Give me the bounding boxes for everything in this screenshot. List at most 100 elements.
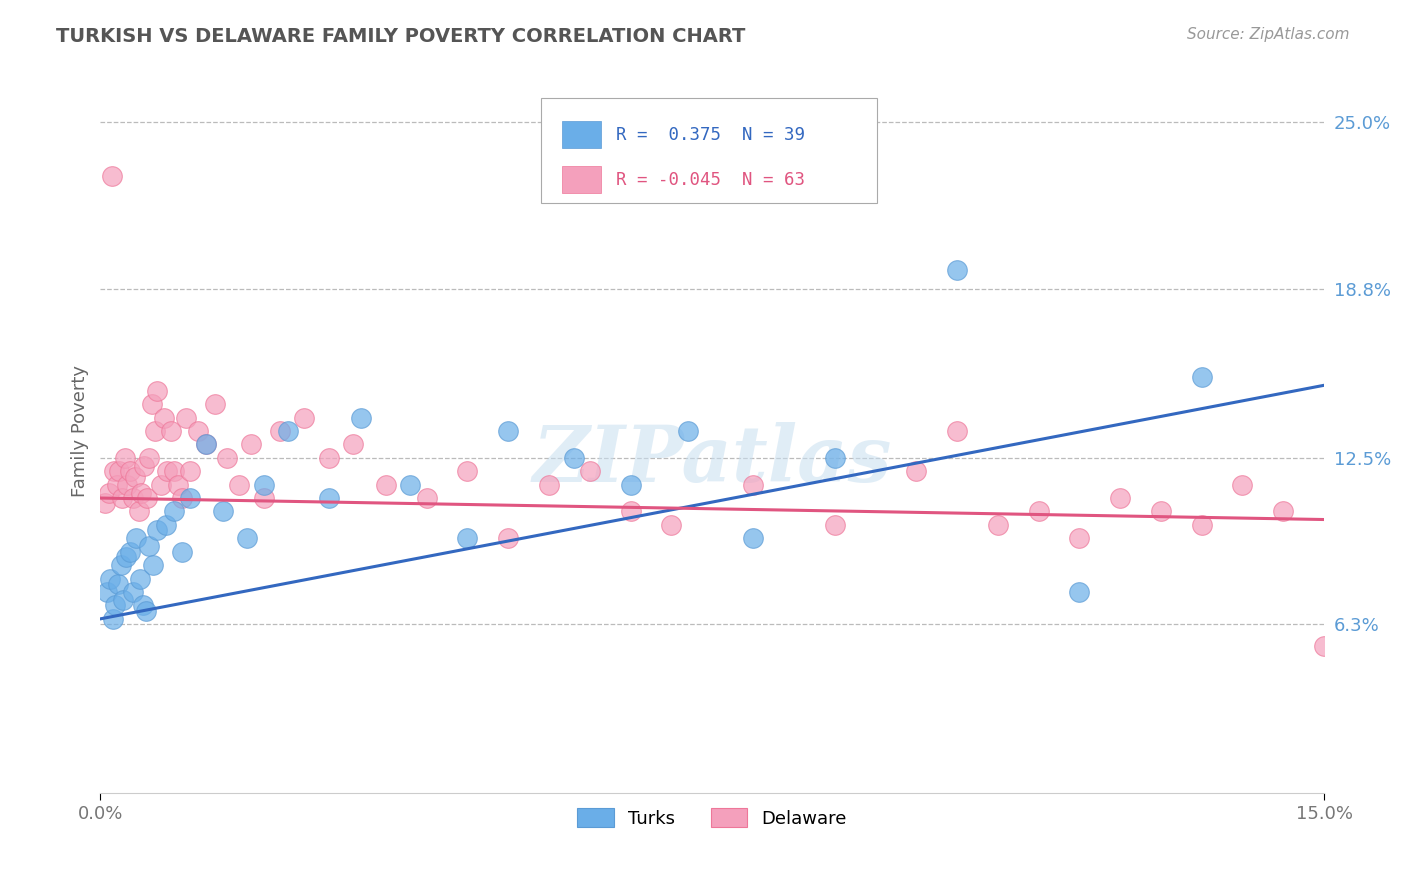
Delaware [987, 517, 1010, 532]
Delaware [1313, 639, 1336, 653]
Turks [211, 504, 233, 518]
Delaware [215, 450, 238, 465]
FancyBboxPatch shape [561, 120, 600, 148]
Delaware [117, 477, 139, 491]
Delaware [141, 397, 163, 411]
Turks [1069, 585, 1091, 599]
Turks [101, 612, 124, 626]
Delaware [456, 464, 478, 478]
FancyBboxPatch shape [541, 97, 877, 202]
Turks [1191, 370, 1213, 384]
Delaware [146, 384, 169, 398]
Delaware [579, 464, 602, 478]
Delaware [195, 437, 218, 451]
Delaware [153, 410, 176, 425]
Delaware [1069, 531, 1091, 545]
Delaware [105, 477, 128, 491]
Turks [496, 424, 519, 438]
Delaware [103, 464, 125, 478]
Delaware [187, 424, 209, 438]
Text: R = -0.045  N = 63: R = -0.045 N = 63 [616, 170, 804, 188]
Delaware [124, 469, 146, 483]
Delaware [159, 424, 181, 438]
Delaware [1028, 504, 1050, 518]
Delaware [174, 410, 197, 425]
Delaware [143, 424, 166, 438]
Delaware [156, 464, 179, 478]
Delaware [661, 517, 683, 532]
Text: TURKISH VS DELAWARE FAMILY POVERTY CORRELATION CHART: TURKISH VS DELAWARE FAMILY POVERTY CORRE… [56, 27, 745, 45]
Delaware [537, 477, 560, 491]
Delaware [179, 464, 201, 478]
Delaware [128, 504, 150, 518]
FancyBboxPatch shape [561, 166, 600, 194]
Turks [142, 558, 165, 573]
Turks [195, 437, 218, 451]
Turks [96, 585, 118, 599]
Turks [128, 572, 150, 586]
Legend: Turks, Delaware: Turks, Delaware [571, 801, 855, 835]
Turks [742, 531, 765, 545]
Delaware [135, 491, 157, 505]
Delaware [114, 450, 136, 465]
Text: Source: ZipAtlas.com: Source: ZipAtlas.com [1187, 27, 1350, 42]
Turks [946, 263, 969, 277]
Turks [456, 531, 478, 545]
Delaware [129, 485, 152, 500]
Delaware [742, 477, 765, 491]
Turks [122, 585, 145, 599]
Turks [163, 504, 186, 518]
Delaware [496, 531, 519, 545]
Delaware [132, 458, 155, 473]
Delaware [1354, 517, 1376, 532]
Turks [98, 572, 121, 586]
Delaware [118, 464, 141, 478]
Y-axis label: Family Poverty: Family Poverty [72, 365, 89, 497]
Turks [824, 450, 846, 465]
Turks [107, 577, 129, 591]
Delaware [1232, 477, 1254, 491]
Delaware [110, 491, 132, 505]
Delaware [905, 464, 928, 478]
Turks [112, 593, 135, 607]
Turks [252, 477, 274, 491]
Turks [318, 491, 340, 505]
Turks [110, 558, 132, 573]
Delaware [122, 491, 145, 505]
Text: R =  0.375  N = 39: R = 0.375 N = 39 [616, 126, 804, 144]
Turks [562, 450, 585, 465]
Delaware [620, 504, 643, 518]
Delaware [94, 496, 117, 510]
Turks [125, 531, 148, 545]
Delaware [1109, 491, 1132, 505]
Turks [115, 550, 138, 565]
Delaware [100, 169, 122, 183]
Delaware [204, 397, 226, 411]
Turks [146, 523, 169, 537]
Text: ZIPatlas: ZIPatlas [533, 422, 891, 498]
Delaware [228, 477, 250, 491]
Delaware [170, 491, 193, 505]
Turks [277, 424, 299, 438]
Turks [236, 531, 259, 545]
Delaware [97, 485, 120, 500]
Delaware [108, 464, 131, 478]
Delaware [138, 450, 160, 465]
Turks [350, 410, 373, 425]
Turks [132, 599, 155, 613]
Delaware [163, 464, 186, 478]
Delaware [946, 424, 969, 438]
Delaware [166, 477, 188, 491]
Delaware [269, 424, 291, 438]
Delaware [1272, 504, 1295, 518]
Delaware [1191, 517, 1213, 532]
Turks [399, 477, 422, 491]
Turks [138, 540, 160, 554]
Turks [179, 491, 201, 505]
Turks [676, 424, 699, 438]
Delaware [240, 437, 263, 451]
Delaware [824, 517, 846, 532]
Turks [620, 477, 643, 491]
Delaware [374, 477, 396, 491]
Turks [104, 599, 127, 613]
